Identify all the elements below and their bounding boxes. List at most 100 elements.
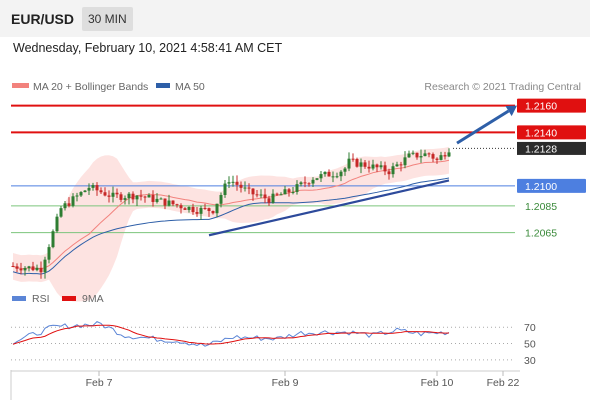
- candle-body: [347, 158, 351, 169]
- candle-body: [383, 165, 387, 172]
- candle-body: [135, 195, 139, 200]
- candle-body: [235, 181, 239, 185]
- candle-body: [443, 155, 447, 157]
- candle-body: [23, 268, 27, 271]
- candle-body: [391, 166, 395, 175]
- candle-body: [211, 211, 215, 214]
- candle-body: [131, 193, 135, 200]
- candle-body: [367, 166, 371, 169]
- candle-body: [123, 198, 127, 200]
- candle-body: [267, 198, 271, 203]
- candle-body: [239, 184, 243, 188]
- candle-body: [71, 196, 75, 206]
- level-tag-1.2160: [517, 98, 586, 113]
- candle-body: [87, 187, 91, 191]
- legend-label-ma50: MA 50: [175, 81, 205, 93]
- candle-body: [259, 194, 263, 196]
- rsi-line: [12, 321, 450, 347]
- chart-header: EUR/USD 30 MIN: [0, 0, 590, 37]
- candle-body: [39, 267, 43, 273]
- candle-body: [139, 195, 143, 197]
- candle-body: [399, 164, 403, 166]
- timestamp: Wednesday, February 10, 2021 4:58:41 AM …: [13, 41, 283, 55]
- candle-body: [411, 152, 415, 154]
- candle-body: [407, 153, 411, 158]
- candle-body: [95, 185, 99, 191]
- candle-body: [167, 200, 171, 206]
- candle-body: [155, 198, 159, 202]
- candle-body: [59, 208, 63, 217]
- candle-body: [271, 193, 275, 203]
- candle-body: [219, 194, 223, 204]
- ma20-line: [12, 159, 450, 270]
- candle-body: [403, 157, 407, 166]
- level-tag-1.2100: [517, 178, 586, 193]
- rsi-level-label-30: 30: [524, 355, 536, 367]
- candle-body: [63, 203, 67, 209]
- interval-button[interactable]: 30 MIN: [82, 7, 133, 31]
- candle-body: [379, 165, 383, 168]
- candle-body: [359, 162, 363, 167]
- candle-body: [175, 204, 179, 206]
- candle-body: [431, 154, 435, 159]
- candle-body: [207, 208, 211, 212]
- candle-body: [419, 156, 423, 158]
- candle-body: [243, 187, 247, 189]
- candle-body: [295, 184, 299, 192]
- symbol-label[interactable]: EUR/USD: [11, 11, 75, 27]
- candle-body: [283, 189, 287, 195]
- candle-body: [51, 231, 55, 248]
- candle-body: [43, 259, 47, 273]
- candle-body: [315, 178, 319, 180]
- legend-label-ma20: MA 20 + Bollinger Bands: [33, 81, 148, 93]
- candle-body: [83, 190, 87, 193]
- candle-body: [203, 207, 207, 209]
- candle-body: [423, 153, 427, 157]
- rsi-level-label-70: 70: [524, 322, 536, 334]
- candle-body: [247, 187, 251, 189]
- candle-body: [187, 206, 191, 210]
- candle-body: [311, 179, 315, 184]
- candle-body: [319, 174, 323, 179]
- x-tick-label: Feb 7: [86, 377, 113, 389]
- candle-body: [427, 153, 431, 155]
- legend-swatch-9ma: [62, 296, 76, 301]
- candle-body: [355, 159, 359, 167]
- candle-body: [67, 203, 71, 206]
- candle-body: [251, 188, 255, 195]
- candle-body: [231, 181, 235, 183]
- candle-body: [11, 265, 15, 267]
- candle-body: [339, 171, 343, 177]
- candle-body: [199, 207, 203, 214]
- candle-body: [163, 198, 167, 206]
- x-tick-label: Feb 10: [421, 377, 454, 389]
- candle-body: [307, 183, 311, 185]
- current-price-tag: [517, 141, 586, 155]
- candle-body: [255, 194, 259, 196]
- candle-body: [291, 191, 295, 193]
- current-price-label: 1.2128: [525, 143, 557, 155]
- candle-body: [115, 192, 119, 195]
- candle-body: [351, 158, 355, 160]
- level-label-1.2065: 1.2065: [525, 228, 557, 240]
- candle-body: [327, 171, 331, 177]
- legend-label-9ma: 9MA: [82, 293, 104, 305]
- candle-body: [47, 247, 51, 260]
- candle-body: [143, 196, 147, 198]
- ma50-line: [12, 177, 450, 275]
- candle-body: [395, 164, 399, 167]
- target-arrowhead: [505, 105, 517, 117]
- candle-body: [127, 193, 131, 199]
- candle-body: [179, 205, 183, 209]
- legend-swatch-rsi: [12, 296, 26, 301]
- candle-body: [363, 162, 367, 167]
- legend-swatch-ma50: [156, 83, 170, 88]
- candle-body: [151, 195, 155, 202]
- candle-body: [99, 190, 103, 193]
- candle-body: [263, 194, 267, 199]
- candle-body: [15, 266, 19, 269]
- candle-body: [331, 176, 335, 178]
- candle-body: [415, 152, 419, 158]
- candle-body: [279, 194, 283, 196]
